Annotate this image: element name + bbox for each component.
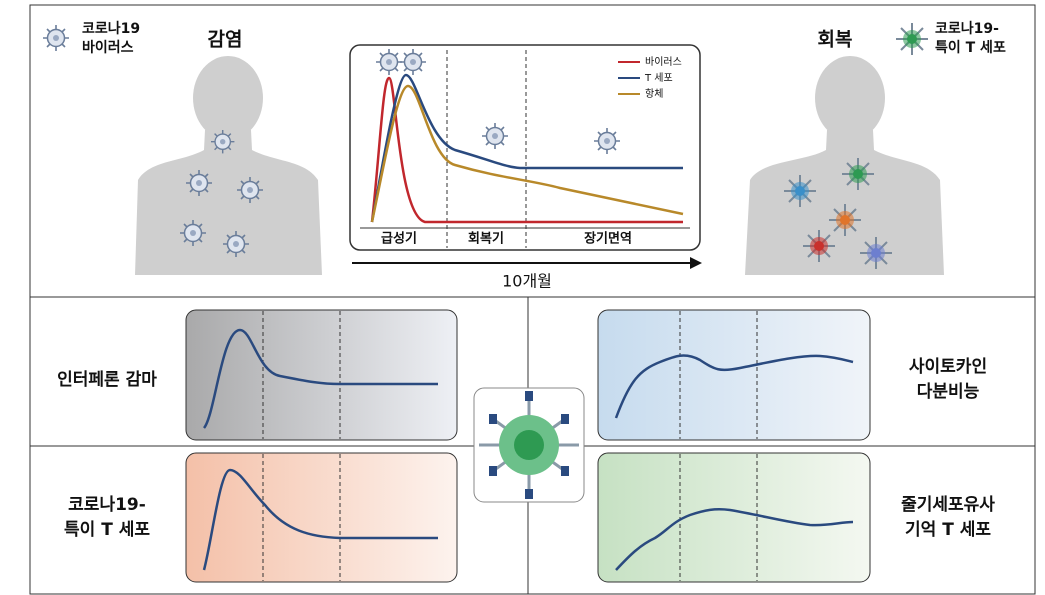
figure: 코로나19 바이러스 감염 회복 코로나19- 특이 T 세포 바이러스 T 세… bbox=[0, 0, 1045, 595]
panel-label: 줄기세포유사 bbox=[901, 495, 995, 515]
phase-label: 장기면역 bbox=[584, 231, 632, 247]
panel bbox=[186, 310, 457, 440]
panel bbox=[598, 453, 870, 582]
cell-label: 특이 T 세포 bbox=[935, 39, 1006, 56]
virus-label: 코로나19 bbox=[82, 21, 140, 37]
panel-label: 인터페론 감마 bbox=[57, 370, 157, 390]
cell-label: 코로나19- bbox=[935, 21, 999, 37]
legend-label: 바이러스 bbox=[645, 56, 682, 68]
panel-label: 코로나19- bbox=[68, 495, 146, 515]
legend-label: T 세포 bbox=[644, 72, 673, 84]
legend-label: 항체 bbox=[645, 88, 663, 100]
time-arrowhead bbox=[690, 257, 702, 269]
panel-label: 기억 T 세포 bbox=[905, 520, 991, 540]
panel-label: 특이 T 세포 bbox=[64, 520, 150, 540]
phase-label: 급성기 bbox=[381, 232, 417, 247]
panel-label: 사이토카인 bbox=[909, 357, 987, 377]
virus-icon bbox=[43, 25, 69, 51]
body-silhouette bbox=[745, 56, 944, 275]
recovery-label: 회복 bbox=[818, 29, 853, 51]
virus-label: 바이러스 bbox=[82, 39, 134, 56]
infection-label: 감염 bbox=[208, 29, 243, 51]
panel-label: 다분비능 bbox=[917, 382, 980, 402]
time-label: 10개월 bbox=[502, 272, 552, 291]
tcell-icon bbox=[896, 23, 928, 55]
phase-label: 회복기 bbox=[468, 231, 504, 247]
